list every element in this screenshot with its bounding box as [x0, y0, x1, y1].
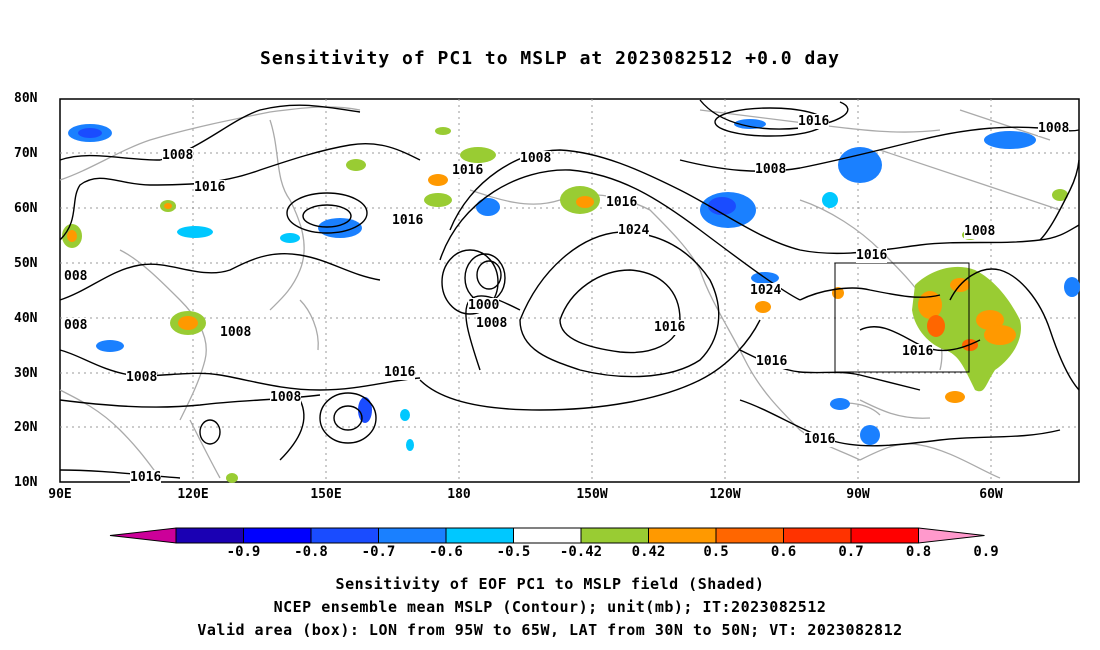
contour-label: 1008 — [520, 151, 552, 166]
lat-label: 70N — [14, 146, 38, 161]
contour-label: 1008 — [1038, 121, 1070, 136]
contour-label: 1016 — [856, 248, 888, 263]
colorbar-arrow-low — [109, 527, 177, 544]
colorbar-tick-label: -0.6 — [429, 544, 463, 560]
colorbar — [109, 527, 985, 544]
colorbar-segment — [648, 527, 717, 544]
colorbar-segment — [378, 527, 447, 544]
colorbar-tick-label: -0.9 — [226, 544, 261, 560]
lat-label: 80N — [14, 91, 38, 106]
lon-label: 90W — [846, 487, 870, 502]
colorbar-tick-label: 0.8 — [905, 544, 932, 560]
coastlines — [59, 106, 1061, 479]
contour-label: 1016 — [902, 344, 934, 359]
graticule — [60, 99, 1079, 482]
lon-label: 150W — [576, 487, 608, 502]
contour-label: 1008 — [220, 325, 252, 340]
contour-label: 1008 — [755, 162, 787, 177]
contour-label: 1016 — [654, 320, 686, 335]
lon-label: 120W — [709, 487, 741, 502]
contour-label: 1016 — [756, 354, 788, 369]
lat-label: 10N — [14, 475, 38, 490]
colorbar-tick-label: 0.6 — [770, 544, 797, 560]
colorbar-segment — [445, 527, 514, 544]
caption-line-1: Sensitivity of EOF PC1 to MSLP field (Sh… — [335, 575, 765, 593]
colorbar-segment — [310, 527, 379, 544]
colorbar-tick-label: -0.5 — [496, 544, 531, 560]
lon-label: 120E — [177, 487, 209, 502]
colorbar-tick-label: 0.42 — [631, 544, 666, 560]
contour-label: 1016 — [130, 470, 162, 485]
colorbar-tick-label: 0.5 — [703, 544, 729, 560]
lon-label: 60W — [979, 487, 1003, 502]
colorbar-tick-label: -0.7 — [361, 544, 396, 560]
valid-area-box — [834, 262, 970, 373]
colorbar-segment — [715, 527, 784, 544]
contour-label: 008 — [64, 269, 88, 284]
lat-label: 50N — [14, 256, 38, 271]
colorbar-segment — [243, 527, 312, 544]
lat-label: 20N — [14, 420, 38, 435]
contour-label: 1016 — [798, 114, 830, 129]
lon-label: 150E — [310, 487, 342, 502]
contour-label: 1008 — [476, 316, 508, 331]
caption-line-3: Valid area (box): LON from 95W to 65W, L… — [197, 621, 903, 639]
chart-title: Sensitivity of PC1 to MSLP at 2023082512… — [259, 48, 840, 69]
colorbar-tick-label: 0.9 — [973, 544, 999, 560]
contour-label: 008 — [64, 318, 88, 333]
colorbar-tick-label: 0.7 — [838, 544, 864, 560]
lat-label: 40N — [14, 311, 38, 326]
contour-label: 1016 — [194, 180, 226, 195]
caption-line-2: NCEP ensemble mean MSLP (Contour); unit(… — [273, 598, 827, 616]
colorbar-segment — [580, 527, 649, 544]
colorbar-arrow-high — [918, 527, 985, 544]
colorbar-segment — [783, 527, 852, 544]
contour-label: 1008 — [964, 224, 996, 239]
contour-label: 1016 — [606, 195, 638, 210]
mslp-contours — [59, 99, 1080, 479]
contour-label: 1016 — [804, 432, 836, 447]
contour-label: 1024 — [618, 223, 650, 238]
contour-label: 1016 — [392, 213, 424, 228]
colorbar-segment — [850, 527, 919, 544]
contour-label: 1024 — [750, 283, 782, 298]
contour-label: 1008 — [270, 390, 302, 405]
colorbar-segment — [175, 527, 244, 544]
contour-label: 1000 — [468, 298, 500, 313]
colorbar-tick-label: -0.42 — [559, 544, 603, 560]
lon-label: 180 — [447, 487, 471, 502]
colorbar-tick-label: -0.8 — [294, 544, 328, 560]
contour-label: 1008 — [126, 370, 158, 385]
contour-label: 1016 — [452, 163, 484, 178]
colorbar-segment — [513, 527, 582, 544]
lat-label: 60N — [14, 201, 38, 216]
contour-label: 1016 — [384, 365, 416, 380]
lon-label: 90E — [48, 487, 72, 502]
lat-label: 30N — [14, 366, 38, 381]
contour-label: 1008 — [162, 148, 194, 163]
sensitivity-shading — [62, 119, 1080, 483]
